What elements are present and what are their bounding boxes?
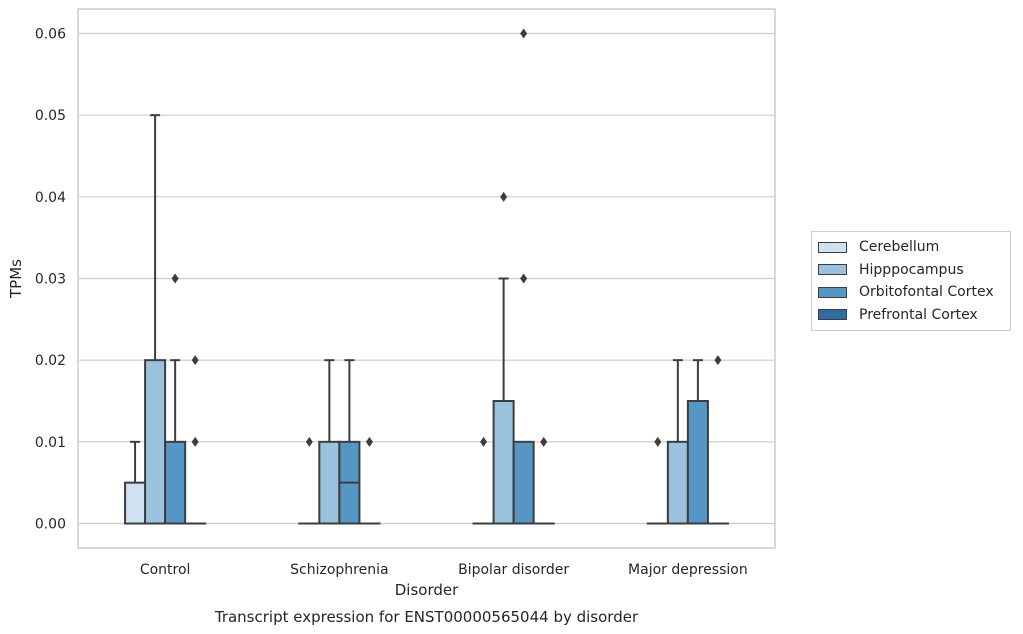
- legend: Cerebellum Hipppocampus Orbitofontal Corte…: [811, 231, 1011, 331]
- legend-item: Cerebellum: [812, 236, 1010, 259]
- box-group: [318, 359, 341, 525]
- box: [666, 440, 689, 525]
- outlier-point: [305, 436, 313, 447]
- box-group: [706, 355, 729, 525]
- box-group: [492, 191, 515, 525]
- plot-area-frame: [77, 8, 776, 549]
- legend-swatch: [818, 241, 847, 253]
- box: [512, 440, 535, 525]
- box-group: [666, 359, 689, 525]
- x-tick-label: Bipolar disorder: [458, 562, 569, 578]
- x-tick-label: Schizophrenia: [290, 562, 388, 578]
- box-group: [646, 436, 669, 525]
- legend-swatch: [818, 309, 847, 321]
- x-tick-labels: Control Schizophrenia Bipolar disorder Majo…: [140, 562, 748, 578]
- box: [492, 400, 515, 525]
- box: [318, 440, 341, 525]
- legend-item: Hipppocampus: [812, 259, 1010, 282]
- box: [124, 481, 147, 525]
- box: [164, 440, 187, 525]
- outlier-point: [171, 273, 179, 284]
- box: [686, 400, 709, 525]
- legend-swatch: [818, 264, 847, 276]
- y-tick-label: 0.04: [35, 190, 66, 206]
- box-group: [124, 440, 147, 525]
- box: [144, 359, 167, 525]
- y-tick-label: 0.00: [35, 517, 66, 533]
- outlier-point: [365, 436, 373, 447]
- legend-item: Prefrontal Cortex: [812, 304, 1010, 327]
- box-group: [298, 436, 321, 525]
- outlier-point: [520, 273, 528, 284]
- y-tick-label: 0.02: [35, 353, 66, 369]
- x-tick-label: Major depression: [628, 562, 748, 578]
- box-group: [358, 436, 381, 525]
- outlier-point: [191, 436, 199, 447]
- outlier-point: [191, 355, 199, 366]
- box-group: [512, 28, 535, 525]
- box-group: [338, 359, 361, 525]
- chart-caption: Transcript expression for ENST0000056504…: [214, 608, 639, 626]
- outlier-point: [714, 355, 722, 366]
- y-tick-label: 0.06: [35, 27, 66, 43]
- box-group: [144, 114, 167, 525]
- outlier-point: [540, 436, 548, 447]
- legend-label: Prefrontal Cortex: [859, 306, 978, 323]
- outlier-point: [654, 436, 662, 447]
- box-group: [184, 355, 207, 525]
- box-group: [164, 273, 187, 525]
- legend-swatch: [818, 286, 847, 298]
- y-tick-labels: 0.00 0.01 0.02 0.03 0.04 0.05 0.06: [35, 27, 66, 533]
- outlier-point: [520, 28, 528, 39]
- y-tick-label: 0.05: [35, 108, 66, 124]
- legend-label: Orbitofontal Cortex: [859, 284, 994, 301]
- boxes: [124, 28, 729, 525]
- legend-label: Cerebellum: [859, 239, 940, 256]
- x-tick-label: Control: [140, 562, 191, 578]
- box-group: [532, 436, 555, 525]
- y-axis-title: TPMs: [7, 259, 25, 299]
- box-group: [472, 436, 495, 525]
- outlier-point: [500, 191, 508, 202]
- box-group: [686, 359, 709, 525]
- x-axis-title: Disorder: [395, 581, 459, 599]
- y-tick-label: 0.01: [35, 435, 66, 451]
- legend-label: Hipppocampus: [859, 261, 964, 278]
- outlier-point: [480, 436, 488, 447]
- y-tick-label: 0.03: [35, 272, 66, 288]
- legend-item: Orbitofontal Cortex: [812, 281, 1010, 304]
